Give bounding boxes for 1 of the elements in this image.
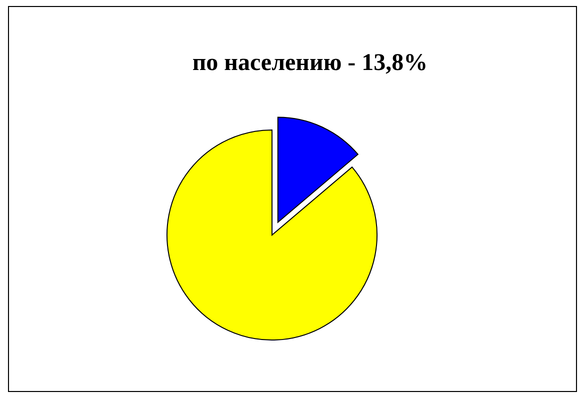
chart-title: по населению - 13,8% (192, 50, 428, 76)
